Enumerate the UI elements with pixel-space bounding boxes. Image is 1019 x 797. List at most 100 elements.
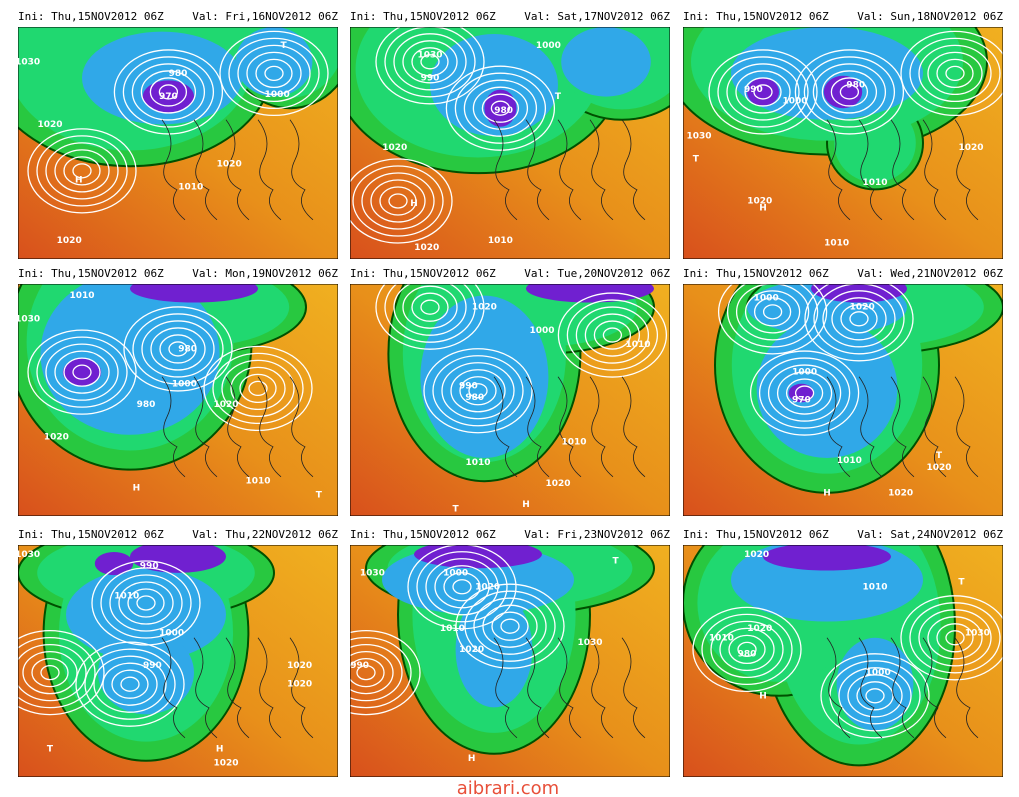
valid-time: Val: Fri,16NOV2012 06Z [192, 10, 338, 23]
isobar [264, 65, 284, 82]
isobar [402, 285, 458, 329]
coastline [826, 637, 851, 739]
coastline [589, 119, 614, 221]
isobar-label: 1030 [965, 629, 990, 639]
coastline [289, 119, 314, 221]
isobar [744, 290, 801, 334]
isobar [132, 313, 224, 385]
isobar [102, 662, 158, 706]
isobar-label: H [522, 500, 530, 510]
isobar [31, 657, 69, 688]
isobar [54, 350, 110, 394]
deep-low-area [561, 27, 651, 97]
deep-low-area [836, 637, 914, 731]
coastline [826, 376, 851, 478]
isobar [735, 70, 791, 114]
isobar [856, 681, 894, 711]
isobar [411, 292, 449, 322]
isobar [239, 373, 277, 404]
isobar [350, 158, 453, 244]
isobar-label: 1000 [172, 379, 197, 389]
isobar [18, 629, 105, 716]
core-low-area [823, 75, 863, 109]
isobar [246, 51, 302, 96]
isobar-label: T [958, 578, 965, 588]
isobar [136, 595, 156, 611]
coastline [890, 119, 915, 221]
coastline [858, 637, 883, 739]
isobar [927, 51, 983, 96]
deep-low-area [430, 33, 558, 137]
isobar-label: T [453, 505, 460, 515]
isobar-label: T [555, 92, 562, 102]
map-panel [683, 545, 1003, 777]
isobar-label: H [75, 176, 83, 186]
core-low-area [526, 284, 654, 303]
isobar [370, 179, 426, 223]
isobar [737, 641, 757, 658]
isobar-label: 1020 [888, 488, 913, 498]
isobar-label: 1020 [926, 463, 951, 473]
isobar [72, 163, 92, 179]
isobar-label: 1000 [443, 568, 468, 578]
coastline [858, 376, 883, 478]
isobar [84, 648, 176, 720]
valid-time: Val: Sun,18NOV2012 06Z [857, 10, 1003, 23]
isobar-label: T [47, 745, 54, 755]
isobar-label: 1000 [265, 90, 290, 100]
isobar [945, 65, 965, 82]
coastline [525, 637, 550, 739]
isobar-label: 1020 [747, 624, 772, 634]
isobar-label: H [133, 484, 141, 494]
map-panel [683, 284, 1003, 516]
isobar [150, 327, 206, 371]
core-low-area [788, 383, 815, 403]
coastline [826, 119, 851, 221]
isobar [420, 54, 440, 70]
isobar-label: 1020 [287, 661, 312, 671]
coastline [621, 119, 646, 221]
isobar [248, 380, 268, 397]
isobar [459, 376, 497, 406]
coastline [193, 637, 218, 739]
coastline [589, 376, 614, 478]
isobar-label: 990 [421, 74, 440, 84]
isobar-label: 1000 [536, 41, 561, 51]
isobar [384, 27, 476, 98]
isobar [900, 595, 1003, 681]
valid-time: Val: Tue,20NOV2012 06Z [524, 267, 670, 280]
isobar-label: 1020 [414, 243, 439, 253]
core-low-area [130, 284, 258, 303]
isobar-label: 1020 [217, 159, 242, 169]
isobar [847, 674, 903, 718]
isobar-label: 990 [143, 661, 162, 671]
coastline [858, 119, 883, 221]
isobar [753, 84, 773, 100]
isobar [490, 100, 511, 116]
isobar [900, 30, 1003, 117]
isobar [237, 44, 311, 103]
coastline [922, 119, 947, 221]
isobar [255, 58, 293, 89]
isobar [762, 304, 783, 320]
isobar-label: 1000 [782, 97, 807, 107]
map-panel [683, 27, 1003, 259]
coastline [493, 637, 518, 739]
isobar [45, 142, 119, 200]
isobar-label: 1010 [178, 183, 203, 193]
isobar-label: T [613, 557, 620, 567]
isobar [753, 297, 792, 327]
isobar [452, 579, 472, 595]
isobar [927, 616, 983, 660]
isobar [602, 327, 623, 343]
isobar [557, 292, 668, 378]
isobar-label: 1020 [44, 433, 69, 443]
isobar [221, 359, 295, 418]
coastline [257, 637, 282, 739]
isobar-label: 1000 [792, 368, 817, 378]
core-low-area [94, 551, 134, 576]
isobar [803, 56, 896, 128]
isobar [384, 284, 476, 343]
isobar-label: T [316, 491, 323, 501]
isobar [63, 357, 101, 387]
